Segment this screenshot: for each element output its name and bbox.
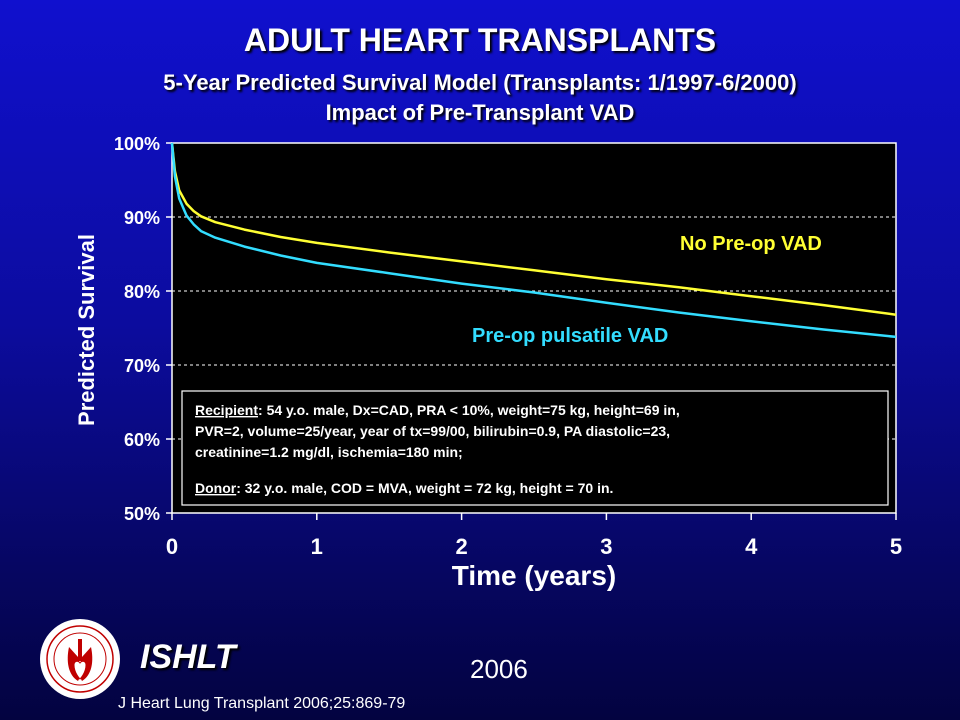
- x-axis-label: Time (years): [452, 560, 616, 591]
- y-tick-label: 70%: [124, 356, 160, 376]
- y-tick-label: 80%: [124, 282, 160, 302]
- y-tick-label: 90%: [124, 208, 160, 228]
- org-name: ISHLT: [140, 638, 236, 676]
- y-tick-label: 50%: [124, 504, 160, 524]
- y-axis-label: Predicted Survival: [74, 234, 99, 426]
- recipient-line-1: : 54 y.o. male, Dx=CAD, PRA < 10%, weigh…: [258, 402, 680, 418]
- annotation-box: Recipient: 54 y.o. male, Dx=CAD, PRA < 1…: [181, 390, 889, 506]
- slide-subtitle-1: 5-Year Predicted Survival Model (Transpl…: [163, 70, 797, 95]
- recipient-line-3: creatinine=1.2 mg/dl, ischemia=180 min;: [195, 444, 463, 460]
- ishlt-logo-icon: [40, 619, 120, 699]
- recipient-line-2: PVR=2, volume=25/year, year of tx=99/00,…: [195, 423, 670, 439]
- x-tick-label: 5: [890, 534, 902, 559]
- x-tick-label: 2: [455, 534, 467, 559]
- y-tick-label: 60%: [124, 430, 160, 450]
- citation: J Heart Lung Transplant 2006;25:869-79: [118, 695, 406, 712]
- series-lines: [170, 142, 897, 339]
- x-tick-label: 3: [600, 534, 612, 559]
- series-label-pulsatile-vad: Pre-op pulsatile VAD: [472, 325, 668, 347]
- x-tick-label: 0: [166, 534, 178, 559]
- donor-line: : 32 y.o. male, COD = MVA, weight = 72 k…: [236, 480, 613, 496]
- slide-subtitle-2: Impact of Pre-Transplant VAD: [325, 100, 635, 125]
- y-tick-label: 100%: [114, 134, 160, 154]
- slide-year: 2006: [470, 654, 528, 684]
- slide-title: ADULT HEART TRANSPLANTS: [243, 22, 717, 58]
- y-axis-ticks: 50% 60% 70% 80% 90% 100%: [114, 134, 172, 524]
- series-label-no-vad: No Pre-op VAD: [680, 233, 822, 255]
- x-tick-label: 4: [745, 534, 758, 559]
- recipient-label: Recipient: [195, 402, 258, 418]
- x-axis-ticks: 0 1 2 3 4 5: [166, 513, 902, 559]
- series-line-1: [170, 142, 897, 339]
- survival-chart: 50% 60% 70% 80% 90% 100% 0 1 2 3 4 5 Predicted Sur…: [74, 134, 902, 591]
- x-tick-label: 1: [311, 534, 323, 559]
- series-line-0: [170, 142, 897, 316]
- svg-text:Recipient: 54 y.o. male, Dx=CA: Recipient: 54 y.o. male, Dx=CAD, PRA < 1…: [195, 402, 684, 496]
- donor-label: Donor: [195, 480, 237, 496]
